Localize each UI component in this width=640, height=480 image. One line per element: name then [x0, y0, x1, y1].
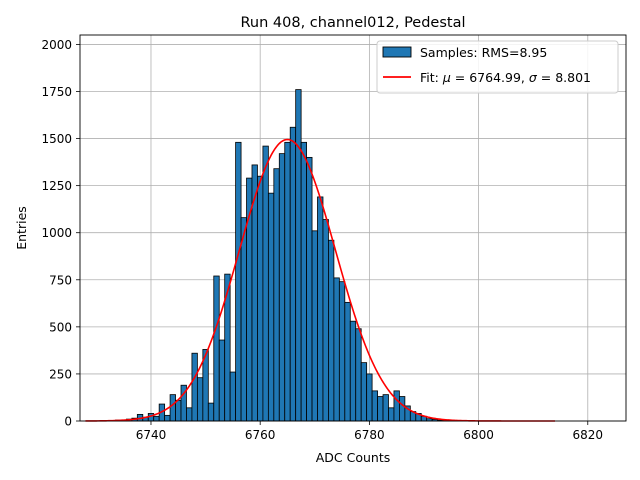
histogram-bar [333, 277, 340, 422]
histogram-bar [175, 399, 182, 422]
legend-fit-mu-value: = 6764.99, [451, 70, 529, 85]
y-tick-label: 750 [49, 273, 72, 287]
histogram-bar [371, 390, 378, 422]
histogram-bar [153, 415, 160, 422]
histogram-bar [169, 394, 176, 422]
legend-fit-sigma-symbol: σ [529, 70, 538, 85]
histogram-bar [284, 141, 291, 422]
histogram-bar [382, 394, 389, 422]
histogram-bar [278, 153, 286, 422]
histogram-bar [377, 396, 384, 422]
y-axis-ticks: 0 250 500 750 1000 1250 1500 1750 2000 [41, 38, 80, 429]
chart-title: Run 408, channel012, Pedestal [240, 15, 465, 31]
legend-samples-swatch [382, 46, 412, 58]
x-tick-label: 6760 [245, 428, 276, 442]
legend-fit-sigma-value: = 8.801 [537, 70, 591, 85]
histogram-bar [393, 390, 400, 422]
y-tick-label: 1000 [41, 226, 72, 240]
histogram-bar [322, 219, 329, 422]
legend-fit-label: Fit: μ = 6764.99, σ = 8.801 [420, 70, 591, 85]
histogram-bar [164, 414, 171, 422]
histogram-bar [360, 362, 368, 422]
y-tick-label: 250 [49, 367, 72, 381]
histogram-bar [186, 407, 193, 422]
histogram-bar [218, 339, 226, 422]
x-axis-label: ADC Counts [316, 450, 391, 465]
histogram-bar [388, 407, 395, 422]
y-tick-label: 2000 [41, 38, 72, 52]
y-tick-label: 1750 [41, 85, 72, 99]
x-tick-label: 6740 [136, 428, 167, 442]
histogram-bar [295, 89, 302, 422]
histogram-bar [273, 168, 280, 422]
x-tick-label: 6820 [573, 428, 604, 442]
x-axis-ticks: 6740 6760 6780 6800 6820 [136, 421, 603, 442]
histogram-bar [306, 156, 313, 422]
histogram-bar [300, 141, 307, 422]
histogram-bar [399, 396, 406, 422]
histogram-bar [229, 371, 237, 422]
legend-fit-mu-symbol: μ [442, 70, 451, 85]
histogram-bar [262, 145, 269, 422]
legend-samples-label: Samples: RMS=8.95 [420, 45, 547, 60]
plot-frame [79, 34, 627, 422]
histogram-bar [267, 192, 275, 422]
histogram-bar [366, 373, 373, 422]
legend-box [376, 40, 619, 94]
legend-fit-prefix: Fit: [420, 70, 443, 85]
y-tick-label: 1250 [41, 179, 72, 193]
histogram-bar [213, 275, 220, 422]
histogram-bar [349, 320, 357, 422]
y-tick-label: 500 [49, 320, 72, 334]
y-tick-label: 0 [64, 415, 72, 429]
histogram-bar [196, 377, 204, 422]
histogram-bar [338, 281, 346, 422]
histogram-bar [257, 175, 264, 422]
histogram-bar [344, 301, 351, 422]
histogram-bar [289, 126, 297, 422]
histogram-bar [317, 196, 324, 422]
legend: Samples: RMS=8.95 Fit: μ = 6764.99, σ = … [376, 40, 619, 94]
y-tick-label: 1500 [41, 132, 72, 146]
histogram-bar [235, 141, 242, 422]
y-axis-label: Entries [14, 206, 29, 250]
histogram-bar [207, 402, 215, 422]
histogram-bar [240, 217, 247, 422]
x-tick-label: 6800 [463, 428, 494, 442]
histogram-bar [311, 230, 318, 422]
histogram-bar [191, 352, 198, 422]
histogram-bar [328, 239, 335, 422]
x-tick-label: 6780 [354, 428, 385, 442]
histogram-bar [355, 328, 362, 422]
grid [80, 35, 626, 422]
